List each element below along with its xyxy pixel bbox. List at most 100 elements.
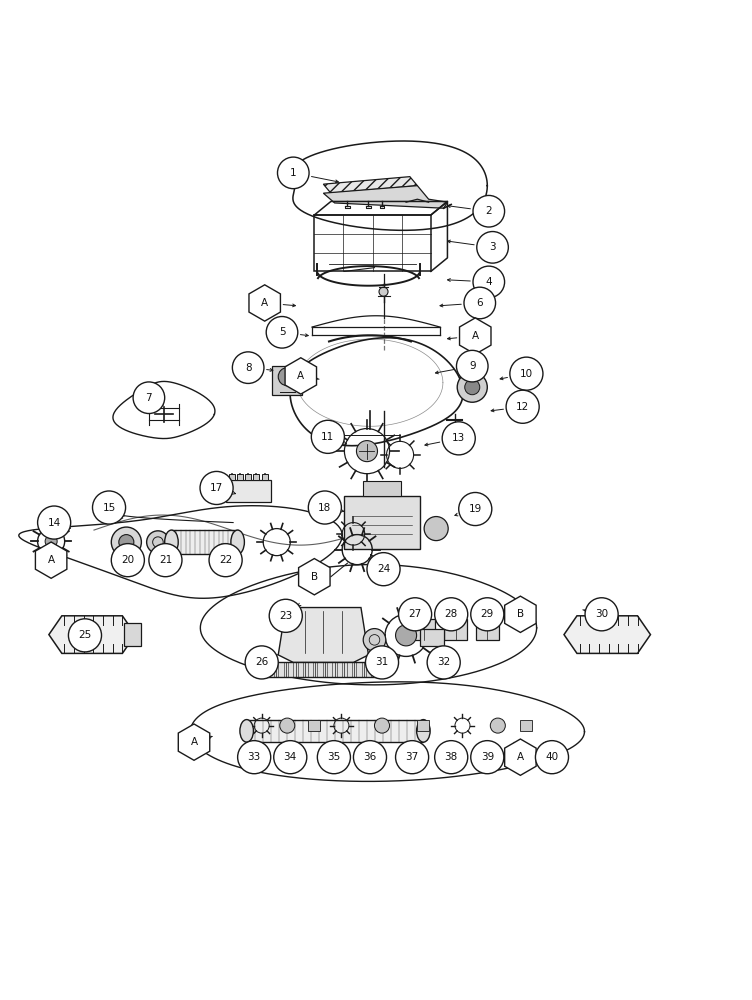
Circle shape	[427, 646, 460, 679]
Circle shape	[435, 741, 468, 774]
Text: 30: 30	[595, 609, 608, 619]
Circle shape	[535, 741, 569, 774]
Text: 23: 23	[279, 611, 293, 621]
Circle shape	[149, 544, 182, 577]
Circle shape	[396, 625, 417, 646]
Polygon shape	[459, 318, 491, 354]
Circle shape	[399, 598, 432, 631]
Text: 6: 6	[477, 298, 483, 308]
Text: 10: 10	[520, 369, 533, 379]
Text: 35: 35	[327, 752, 341, 762]
Text: 9: 9	[469, 361, 475, 371]
Text: B: B	[517, 609, 524, 619]
Polygon shape	[505, 739, 536, 775]
Circle shape	[111, 527, 141, 557]
Circle shape	[317, 741, 350, 774]
Circle shape	[477, 232, 508, 263]
Polygon shape	[505, 596, 536, 632]
Bar	[444, 619, 467, 640]
Text: A: A	[472, 331, 479, 341]
Bar	[413, 619, 435, 640]
Text: 20: 20	[121, 555, 135, 565]
Circle shape	[473, 195, 505, 227]
Polygon shape	[249, 285, 280, 321]
Text: 7: 7	[146, 393, 152, 403]
Text: 5: 5	[279, 327, 285, 337]
Circle shape	[471, 741, 504, 774]
Text: 36: 36	[363, 752, 377, 762]
Bar	[476, 619, 499, 640]
Circle shape	[119, 535, 134, 550]
Text: 14: 14	[47, 518, 61, 528]
Bar	[226, 480, 271, 502]
Circle shape	[269, 599, 302, 632]
Circle shape	[274, 741, 307, 774]
Circle shape	[209, 544, 242, 577]
Polygon shape	[299, 559, 330, 595]
Text: 26: 26	[255, 657, 268, 667]
Text: 18: 18	[318, 503, 332, 513]
Circle shape	[266, 317, 298, 348]
Bar	[520, 720, 532, 731]
Bar	[417, 720, 429, 731]
Circle shape	[38, 506, 71, 539]
Circle shape	[435, 598, 468, 631]
Circle shape	[45, 535, 57, 547]
Circle shape	[585, 598, 618, 631]
Text: 21: 21	[159, 555, 172, 565]
Circle shape	[465, 380, 480, 395]
Circle shape	[68, 619, 102, 652]
Text: A: A	[190, 737, 198, 747]
Bar	[420, 629, 444, 646]
Bar	[229, 474, 235, 480]
Text: A: A	[47, 555, 55, 565]
Text: A: A	[297, 371, 305, 381]
Circle shape	[311, 420, 344, 453]
Circle shape	[396, 741, 429, 774]
Circle shape	[374, 718, 390, 733]
Polygon shape	[278, 608, 368, 662]
Circle shape	[232, 352, 264, 383]
Text: 33: 33	[247, 752, 261, 762]
Bar	[262, 662, 378, 677]
Circle shape	[200, 471, 233, 505]
Text: 13: 13	[452, 433, 465, 443]
Text: 2: 2	[486, 206, 492, 216]
Circle shape	[133, 382, 165, 414]
Circle shape	[280, 718, 295, 733]
Text: 4: 4	[486, 277, 492, 287]
Bar	[272, 366, 302, 395]
Bar	[308, 720, 320, 731]
Circle shape	[424, 517, 448, 541]
Polygon shape	[323, 177, 417, 193]
Text: 25: 25	[78, 630, 92, 640]
Text: 32: 32	[437, 657, 450, 667]
Text: 8: 8	[245, 363, 251, 373]
Circle shape	[277, 157, 309, 189]
Circle shape	[510, 357, 543, 390]
Circle shape	[245, 646, 278, 679]
Ellipse shape	[165, 530, 178, 554]
Polygon shape	[564, 616, 650, 653]
Circle shape	[367, 553, 400, 586]
Bar	[247, 720, 423, 742]
Circle shape	[506, 390, 539, 423]
Bar	[363, 481, 401, 496]
Bar	[344, 496, 420, 549]
Bar	[253, 474, 259, 480]
Text: 39: 39	[481, 752, 494, 762]
Circle shape	[471, 598, 504, 631]
Ellipse shape	[231, 530, 244, 554]
Bar	[262, 474, 268, 480]
Text: 11: 11	[321, 432, 335, 442]
Circle shape	[356, 441, 378, 462]
Bar	[245, 474, 251, 480]
Circle shape	[473, 266, 505, 298]
Text: 38: 38	[444, 752, 458, 762]
Circle shape	[111, 544, 144, 577]
Text: 29: 29	[481, 609, 494, 619]
Circle shape	[459, 492, 492, 526]
Circle shape	[238, 741, 271, 774]
Bar	[237, 474, 243, 480]
Circle shape	[464, 287, 496, 319]
